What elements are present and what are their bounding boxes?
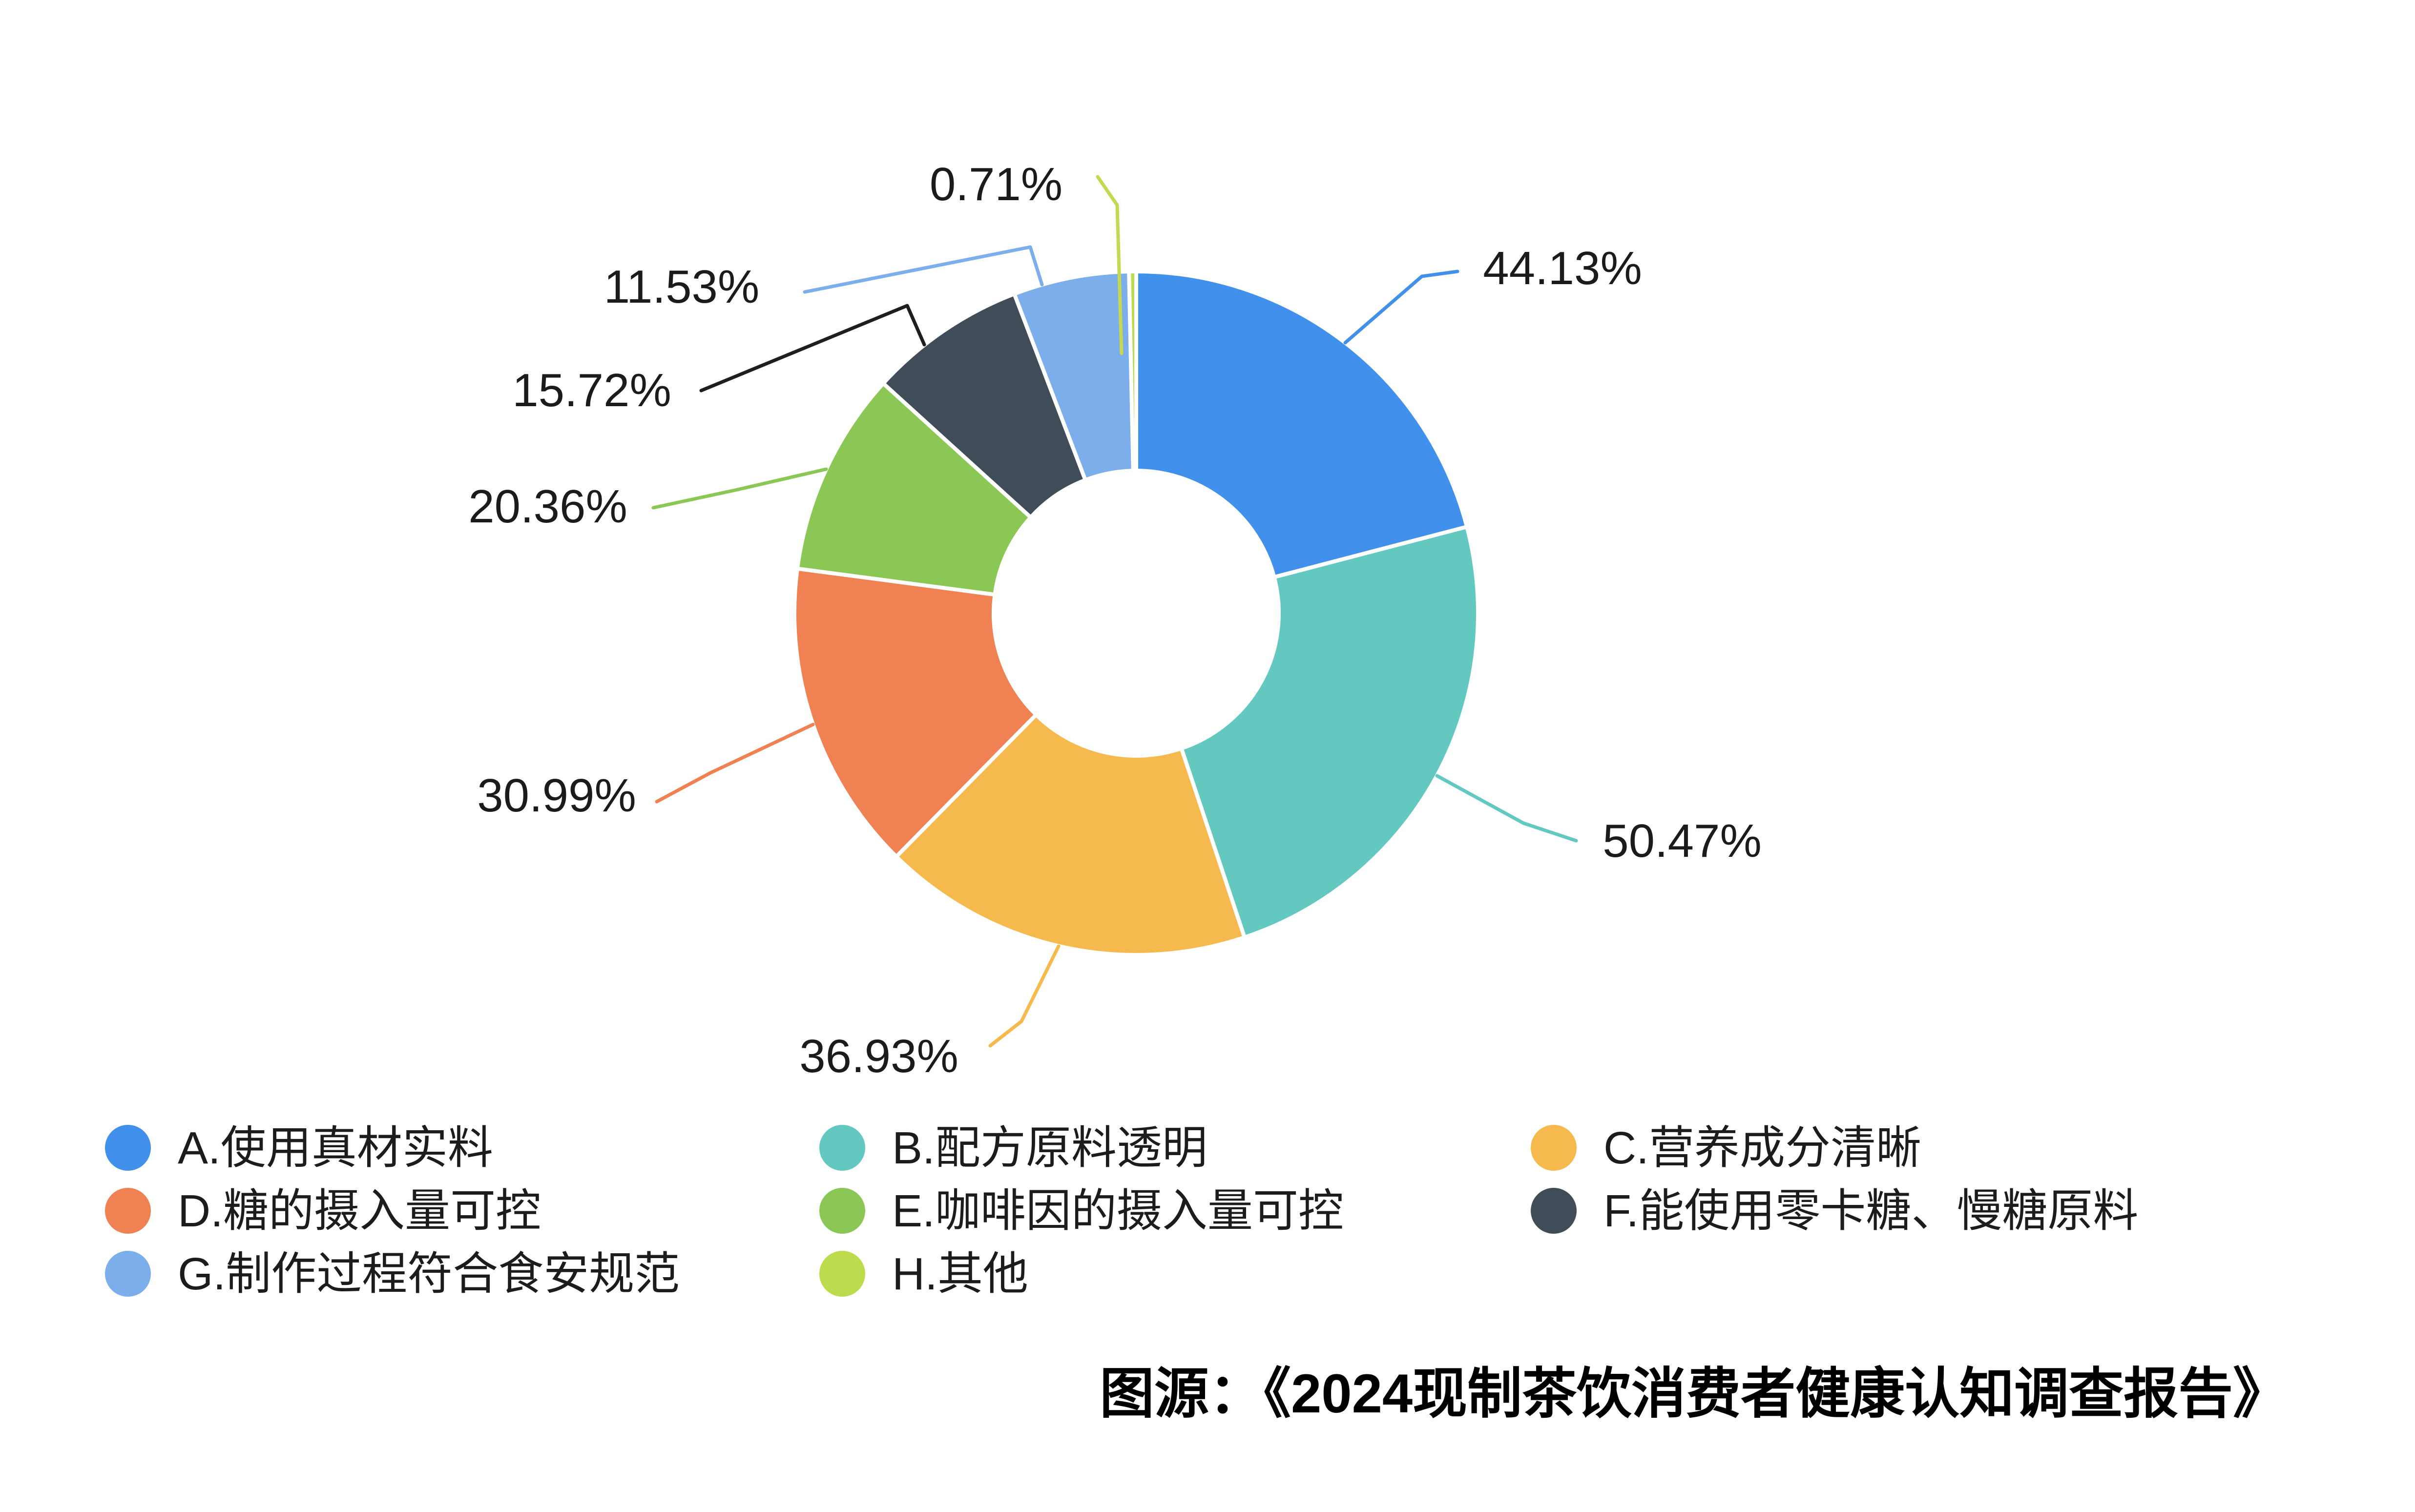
slice-value-label-b: 50.47% [1603,815,1762,867]
leader-line-d [655,723,815,804]
pie-slice-a [1134,269,1469,580]
leader-line-h [1096,175,1124,355]
slice-value-label-c: 36.93% [799,1030,958,1082]
pie-slice-c [894,712,1247,957]
pie-slice-d [792,566,1039,859]
leader-line-f [699,304,926,393]
slice-value-label-e: 20.36% [468,480,627,533]
leader-line-a [1343,269,1459,345]
pie-slice-b [1179,524,1480,939]
slice-value-label-d: 30.99% [477,769,636,822]
pie-slice-e [795,381,1033,597]
slice-value-label-g: 11.53% [604,261,759,313]
pie-slice-h [1127,269,1138,473]
leader-line-b [1435,774,1578,843]
source-note: 图源：《2024现制茶饮消费者健康认知调查报告》 [1100,1363,2288,1424]
leader-line-e [651,467,828,510]
leader-line-g [803,245,1044,294]
slice-value-label-h: 0.71% [930,158,1062,210]
leader-line-c [988,944,1061,1048]
slice-value-label-f: 15.72% [512,364,671,416]
slice-value-label-a: 44.13% [1483,242,1642,294]
